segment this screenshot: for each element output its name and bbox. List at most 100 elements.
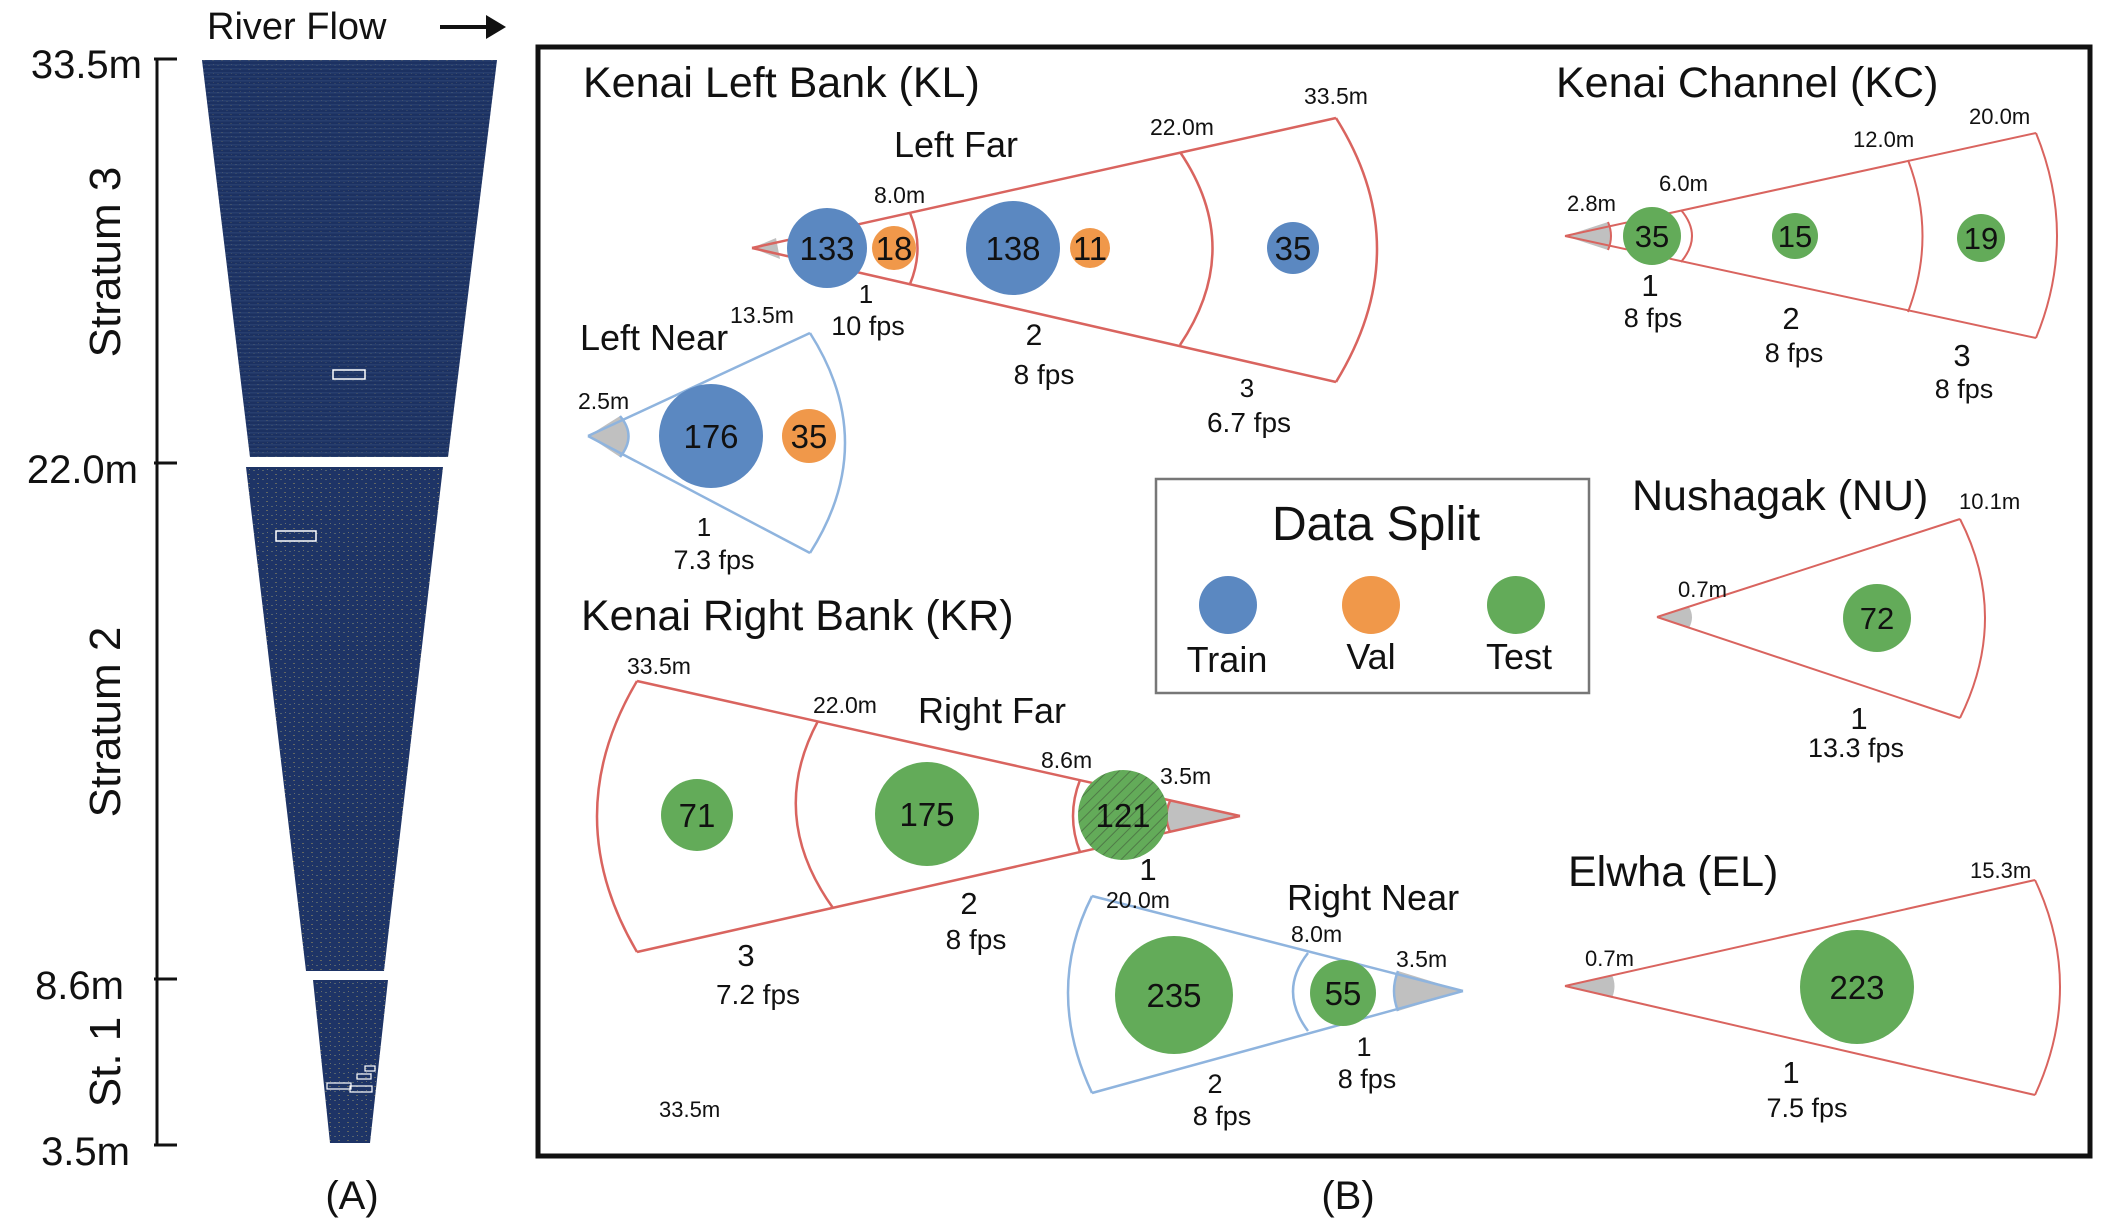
- kr-near-s1-num: 1: [1356, 1032, 1371, 1062]
- legend-val-swatch: [1342, 576, 1400, 634]
- legend-test-swatch: [1487, 576, 1545, 634]
- kr-far-range-22m: 22.0m: [813, 692, 877, 718]
- kl-near-train-count: 176: [683, 418, 738, 455]
- kl-near-range-13m: 13.5m: [730, 302, 794, 328]
- kl-far-s2-val-circle: [1070, 228, 1110, 268]
- kc-s3-fps: 8 fps: [1935, 374, 1994, 404]
- kl-near-train-circle: [659, 384, 763, 488]
- panel-a: River Flow 33.5m 22.0m 8.6m 3.5m Stratum…: [27, 6, 506, 1218]
- el-range-15-3: 15.3m: [1970, 858, 2031, 883]
- kl-near-beam: [587, 331, 847, 555]
- kr-near-label: Right Near: [1287, 877, 1459, 918]
- kr-near-range-3m: 3.5m: [1396, 946, 1447, 972]
- sonar-frame-stratum-3: [195, 58, 504, 458]
- kr-stray-range-label: 33.5m: [659, 1097, 720, 1122]
- kr-near-s2-fps: 8 fps: [1193, 1101, 1252, 1131]
- annotation-box: [275, 530, 317, 542]
- kr-far-s2-count: 175: [899, 796, 954, 833]
- kr-far-s3-num: 3: [737, 938, 754, 973]
- kr-near-s1-fps: 8 fps: [1338, 1064, 1397, 1094]
- kr-far-s1-count: 121: [1095, 797, 1150, 834]
- panel-b: (B) Kenai Left Bank (KL) Left Far 8.0m 2…: [535, 44, 2093, 1218]
- nushagak: Nushagak (NU) 0.7m 10.1m 72 1 13.3 fps: [1632, 472, 2020, 763]
- sonar-frame-stratum-2: [246, 467, 443, 971]
- el-title: Elwha (EL): [1568, 848, 1778, 896]
- kl-far-label: Left Far: [894, 124, 1018, 165]
- kl-near-range-2m: 2.5m: [578, 388, 629, 414]
- kl-near-val-circle: [782, 409, 836, 463]
- el-range-0-7: 0.7m: [1585, 946, 1634, 971]
- kl-far-s2-val-count: 11: [1073, 230, 1107, 267]
- kl-far-range-8m: 8.0m: [874, 182, 925, 208]
- annotation-box: [356, 1073, 372, 1080]
- el-s1-fps: 7.5 fps: [1766, 1093, 1847, 1123]
- kc-s3-num: 3: [1953, 338, 1970, 373]
- kenai-channel: Kenai Channel (KC) 2.8m 6.0m 12.0m 20.0m…: [1556, 59, 2058, 404]
- kr-far-s3-count: 71: [679, 797, 716, 834]
- depth-tick-33-5: 33.5m: [31, 43, 142, 87]
- kc-s1-fps: 8 fps: [1624, 303, 1683, 333]
- kc-title: Kenai Channel (KC): [1556, 59, 1938, 107]
- kl-near-s1-num: 1: [697, 512, 711, 542]
- kr-near-s2-test-circle: [1115, 936, 1233, 1054]
- elwha: Elwha (EL) 0.7m 15.3m 223 1 7.5 fps: [1564, 848, 2061, 1123]
- annotation-box: [364, 1065, 376, 1072]
- panel-b-border: [535, 44, 2093, 1159]
- nu-count: 72: [1860, 601, 1894, 636]
- kl-far-s2-fps: 8 fps: [1014, 359, 1075, 390]
- stratum-1-label: St. 1: [81, 1017, 130, 1108]
- kenai-right-bank: Kenai Right Bank (KR) Right Far 33.5m 22…: [581, 592, 1464, 1131]
- panel-b-caption: (B): [1321, 1174, 1374, 1218]
- kr-near-range-8m: 8.0m: [1291, 921, 1342, 947]
- kl-far-s1-val-circle: [872, 226, 916, 270]
- kl-far-s2-train-circle: [966, 201, 1060, 295]
- nu-s1-fps: 13.3 fps: [1808, 733, 1904, 763]
- kl-far-s2-train-count: 138: [985, 230, 1040, 267]
- kr-far-s3-test-circle: [661, 779, 733, 851]
- kc-range-12-0: 12.0m: [1853, 127, 1914, 152]
- kr-near-s2-count: 235: [1146, 977, 1201, 1014]
- nu-test-circle: [1843, 584, 1911, 652]
- legend-test-label: Test: [1486, 636, 1552, 677]
- kc-s2-fps: 8 fps: [1765, 338, 1824, 368]
- stratum-3-label: Stratum 3: [81, 167, 130, 358]
- depth-tick-3-5: 3.5m: [41, 1130, 130, 1174]
- legend: Data Split Train Val Test: [1154, 477, 1591, 695]
- kc-s2-count: 15: [1778, 219, 1812, 254]
- kr-title: Kenai Right Bank (KR): [581, 592, 1014, 640]
- legend-train-swatch: [1199, 576, 1257, 634]
- sonar-frame-stratum-1: [313, 980, 388, 1143]
- nu-range-10-1: 10.1m: [1959, 489, 2020, 514]
- kc-s3-count: 19: [1964, 221, 1998, 256]
- legend-title: Data Split: [1272, 498, 1480, 551]
- kr-far-label: Right Far: [918, 690, 1066, 731]
- stratum-2-label: Stratum 2: [81, 627, 130, 818]
- kc-s3-test-circle: [1957, 214, 2005, 262]
- kr-near-s1-count: 55: [1325, 975, 1362, 1012]
- kc-s2-num: 2: [1782, 301, 1799, 336]
- legend-val-label: Val: [1346, 636, 1395, 677]
- kc-s1-count: 35: [1635, 219, 1669, 254]
- river-flow-label: River Flow: [207, 6, 387, 48]
- kl-far-s1-train-circle: [787, 208, 867, 288]
- kr-far-s3-fps: 7.2 fps: [716, 979, 800, 1010]
- kr-far-s1-num: 1: [1139, 852, 1156, 887]
- kl-far-s3-fps: 6.7 fps: [1207, 407, 1291, 438]
- kr-far-range-8m: 8.6m: [1041, 747, 1092, 773]
- nu-s1-num: 1: [1850, 701, 1867, 736]
- kl-far-s3-train-count: 35: [1275, 230, 1312, 267]
- el-test-circle: [1800, 930, 1914, 1044]
- kr-near-beam: [1066, 894, 1464, 1095]
- kl-far-s3-train-circle: [1267, 222, 1319, 274]
- depth-axis: [154, 57, 177, 1147]
- kl-far-s1-fps: 10 fps: [831, 311, 905, 341]
- el-s1-num: 1: [1782, 1055, 1799, 1090]
- kr-far-s2-num: 2: [960, 886, 977, 921]
- legend-train-label: Train: [1187, 639, 1268, 680]
- nu-title: Nushagak (NU): [1632, 472, 1928, 520]
- kr-far-s1-test-circle: [1078, 770, 1168, 860]
- river-flow-arrow-icon: [440, 15, 506, 39]
- kl-near-label: Left Near: [580, 317, 728, 358]
- nu-beam: [1656, 518, 1986, 719]
